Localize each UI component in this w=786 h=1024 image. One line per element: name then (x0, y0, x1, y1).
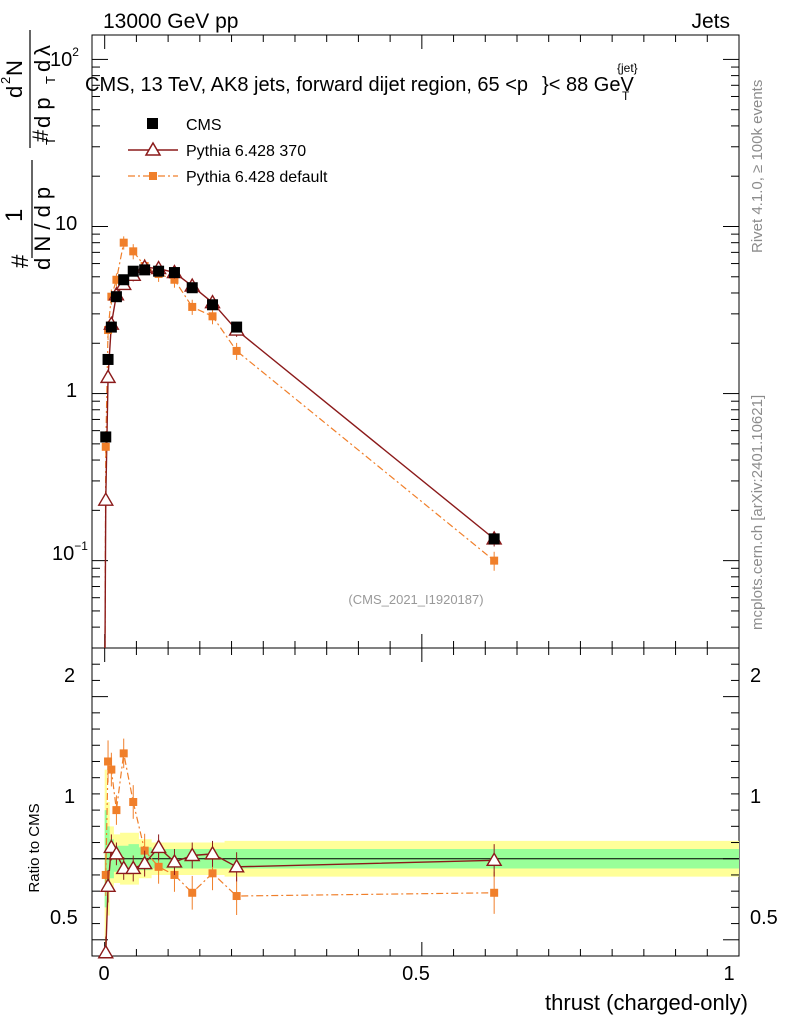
ratio-pythia-default-point (490, 888, 499, 897)
ratio-pythia-default-point (208, 869, 217, 878)
ratio-pythia-default-point (129, 798, 138, 806)
cms-data-point (488, 533, 500, 545)
ytick-label-10: 10 (55, 213, 77, 235)
ratio-pythia-370-point (228, 858, 245, 873)
ratio-pythia-370-point (485, 851, 503, 867)
ylabel-lambda: λ (30, 45, 55, 56)
cms-data-point (231, 321, 243, 333)
ratio-pythia-default-point (112, 806, 121, 815)
ratio-pythia-370-point (108, 845, 125, 860)
ylabel-dp: d p (30, 97, 55, 128)
x-axis-label: thrust (charged-only) (545, 990, 748, 1015)
pythia-default-point (490, 556, 499, 565)
ratio-pythia-370-point (184, 847, 201, 862)
pythia-default-point (170, 275, 179, 284)
cms-data-point (186, 282, 198, 294)
ratio-pythia-370-point (166, 853, 183, 868)
cms-data-point (110, 291, 122, 303)
ytick-label-1: 1 (66, 380, 77, 402)
header-jets: Jets (691, 10, 730, 33)
legend-marker-pydef (149, 172, 157, 180)
legend-label-cms: CMS (186, 117, 222, 134)
ratio-ytick-2-right: 2 (750, 665, 761, 687)
ratio-ytick-2-left: 2 (64, 665, 75, 687)
cms-data-point (102, 353, 114, 365)
pythia-default-point (188, 302, 197, 311)
ratio-ytick-1-left: 1 (64, 786, 75, 808)
ylabel-one: 1 (1, 209, 28, 222)
xtick-label-0p5: 0.5 (402, 963, 430, 985)
ratio-pythia-370-point (136, 855, 153, 870)
ylabel-d: d (2, 86, 27, 98)
cms-data-point (105, 321, 117, 333)
ratio-ytick-0p5-right: 0.5 (750, 907, 778, 929)
legend-marker-py370 (144, 141, 162, 156)
chart-title-sub: T (622, 89, 630, 103)
header-energy: 13000 GeV pp (103, 10, 238, 33)
pythia-default-point (119, 238, 128, 247)
ratio-pythia-370-point (97, 944, 114, 959)
cms-data-point (153, 265, 165, 277)
cms-data-point (207, 299, 219, 311)
mcplots-label: mcplots.cern.ch [arXiv:2401.10621] (749, 395, 766, 630)
ylabel-sub-t: T (43, 137, 58, 145)
pythia-370-point (99, 368, 117, 384)
legend: CMS Pythia 6.428 370 Pythia 6.428 defaul… (128, 117, 328, 186)
ratio-pythia-370-point (125, 860, 142, 875)
ratio-pythia-default-point (119, 749, 128, 758)
cms-data-point (100, 431, 112, 443)
pythia-default-point (208, 312, 217, 321)
ylabel-sup-2: 2 (0, 77, 13, 84)
pythia-370-point (97, 491, 114, 506)
ratio-ytick-0p5-left: 0.5 (50, 907, 78, 929)
cms-data-point (127, 265, 139, 277)
ratio-plot-frame (91, 647, 740, 957)
ratio-pythia-default-point (188, 888, 197, 897)
pythia-default-point (232, 346, 241, 355)
legend-marker-cms (147, 118, 158, 129)
ylabel-dn-dpt: d N / d p (30, 187, 55, 270)
series-line-pythia-default (104, 241, 495, 649)
cms-data-point (118, 274, 130, 286)
ylabel-hash-1: # (7, 254, 34, 268)
ratio-ytick-labels: 0.5 1 2 0.5 1 2 (50, 665, 778, 929)
series-line-pythia-370 (104, 266, 495, 649)
xtick-labels: 0 0.5 1 (98, 963, 734, 985)
ratio-pythia-370-point (204, 845, 221, 860)
ratio-uncertainty-bands (92, 769, 739, 948)
ratio-pythia-370-point (150, 838, 167, 854)
ylabel-hash-2: # (28, 129, 53, 142)
chart-title: CMS, 13 TeV, AK8 jets, forward dijet reg… (85, 74, 634, 96)
ratio-pythia-default-point (232, 892, 241, 901)
ratio-pythia-370-point (99, 877, 117, 892)
ylabel-sub-t-2: T (43, 76, 58, 84)
cms-data-point (168, 267, 180, 279)
ylabel-n: N (2, 60, 27, 76)
legend-label-py370: Pythia 6.428 370 (186, 143, 306, 160)
xtick-label-1: 1 (723, 963, 734, 985)
ratio-pythia-default-point (101, 870, 110, 879)
chart-title-sup: {jet} (617, 61, 638, 75)
xtick-label-0: 0 (98, 963, 109, 985)
rivet-label: Rivet 4.1.0, ≥ 100k events (749, 80, 766, 253)
data-series (97, 236, 503, 959)
ratio-ylabel: Ratio to CMS (26, 803, 43, 892)
pythia-default-point (112, 275, 121, 284)
upper-ytick-labels: 10−1 1 10 102 (50, 45, 88, 565)
ratio-pythia-default-point (107, 765, 116, 774)
ratio-pythia-default-point (104, 757, 113, 766)
ylabel-d-lambda: d (30, 60, 55, 72)
ytick-label-0p1: 10−1 (52, 539, 88, 565)
pythia-default-point (129, 247, 138, 256)
legend-label-pydef: Pythia 6.428 default (186, 169, 328, 186)
cms-data-point (139, 264, 151, 276)
ytick-label-100: 102 (50, 45, 79, 71)
pythia-default-point (101, 442, 110, 451)
ratio-ytick-1-right: 1 (750, 786, 761, 808)
analysis-watermark: (CMS_2021_I1920187) (348, 592, 483, 607)
ratio-pythia-default-point (154, 862, 163, 871)
axis-ticks (92, 35, 740, 956)
